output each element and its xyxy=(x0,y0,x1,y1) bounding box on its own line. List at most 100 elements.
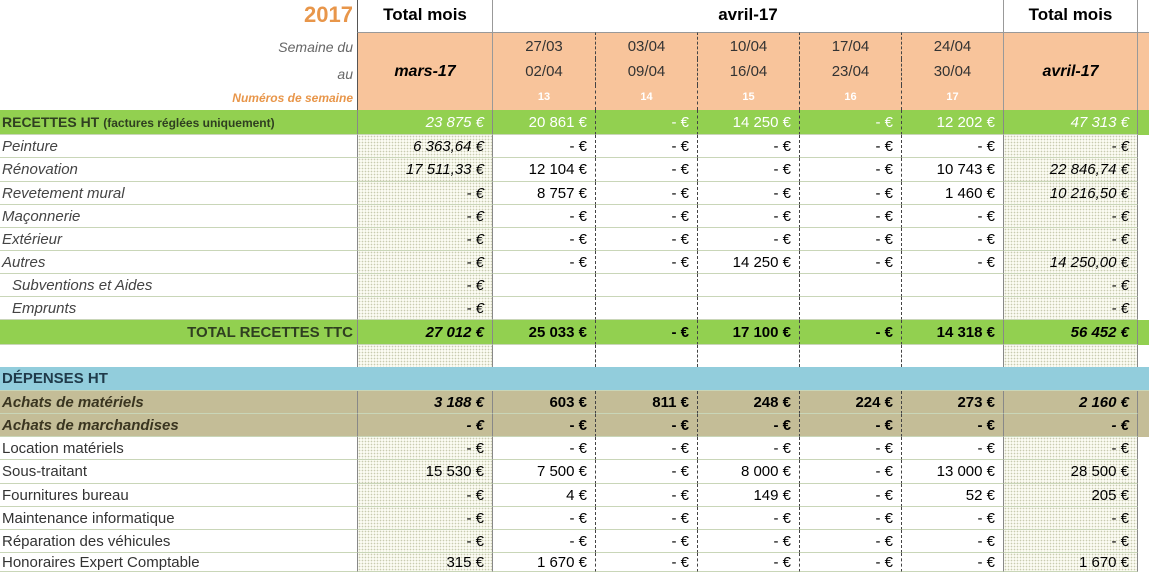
cell: - € xyxy=(493,228,596,251)
label-text: Honoraires Expert Comptable xyxy=(2,554,200,571)
week-from: 27/03 xyxy=(493,32,596,59)
filler xyxy=(1138,32,1149,110)
cell: - € xyxy=(596,158,698,182)
cell: - € xyxy=(1003,297,1138,320)
cell: - € xyxy=(493,530,596,553)
cell xyxy=(902,297,1003,320)
cell xyxy=(1003,345,1138,367)
cell: 20 861 € xyxy=(493,110,596,135)
cell: - € xyxy=(902,553,1003,572)
row-label: Honoraires Expert Comptable xyxy=(0,553,357,572)
cell: 273 € xyxy=(902,391,1003,414)
cell xyxy=(800,274,902,297)
cell: 13 000 € xyxy=(902,460,1003,484)
cell xyxy=(596,274,698,297)
cell: 315 € xyxy=(357,553,493,572)
cell: - € xyxy=(698,530,800,553)
cell: - € xyxy=(800,110,902,135)
cell xyxy=(493,345,596,367)
row-label: Autres xyxy=(0,251,357,274)
cell: 224 € xyxy=(800,391,902,414)
cell: - € xyxy=(357,437,493,460)
total-header: Total mois xyxy=(357,0,493,32)
row-band xyxy=(0,110,1149,135)
cell: - € xyxy=(1003,414,1138,437)
cell: 1 670 € xyxy=(1003,553,1138,572)
week-from: 03/04 xyxy=(596,32,698,59)
label-text: Fournitures bureau xyxy=(2,487,129,504)
cell: - € xyxy=(800,320,902,345)
row-label: Rénovation xyxy=(0,158,357,182)
cell: 17 511,33 € xyxy=(357,158,493,182)
cell: 10 743 € xyxy=(902,158,1003,182)
cell: - € xyxy=(493,251,596,274)
cell: 8 757 € xyxy=(493,182,596,205)
week-to: 23/04 xyxy=(800,59,902,85)
cell: 25 033 € xyxy=(493,320,596,345)
cell: - € xyxy=(357,530,493,553)
cell: - € xyxy=(596,507,698,530)
week-number: 17 xyxy=(902,85,1003,110)
row-label xyxy=(0,345,357,367)
row-band xyxy=(0,414,1149,437)
row-label: Réparation des véhicules xyxy=(0,530,357,553)
cell: - € xyxy=(357,507,493,530)
cell: 811 € xyxy=(596,391,698,414)
total-month: mars-17 xyxy=(357,32,493,110)
cell: - € xyxy=(493,437,596,460)
cell: - € xyxy=(800,437,902,460)
label-text: Revetement mural xyxy=(2,185,125,202)
row-label: TOTAL RECETTES TTC xyxy=(0,320,357,345)
cell: - € xyxy=(357,205,493,228)
cell: - € xyxy=(698,158,800,182)
cell xyxy=(357,345,493,367)
cell: 6 363,64 € xyxy=(357,135,493,158)
week-number-label: Numéros de semaine xyxy=(232,91,353,105)
cell: - € xyxy=(800,228,902,251)
label-text: Maintenance informatique xyxy=(2,510,175,527)
label-text: RECETTES HT xyxy=(2,114,100,130)
row-label: RECETTES HT (factures réglées uniquement) xyxy=(0,110,357,135)
cell: - € xyxy=(357,414,493,437)
row-band xyxy=(0,320,1149,345)
cell: 23 875 € xyxy=(357,110,493,135)
week-to-label: au xyxy=(337,66,353,82)
cell: 12 202 € xyxy=(902,110,1003,135)
label-text: Sous-traitant xyxy=(2,463,88,480)
cell xyxy=(493,274,596,297)
cell: - € xyxy=(1003,274,1138,297)
cell: - € xyxy=(698,414,800,437)
cell: 52 € xyxy=(902,484,1003,507)
cell: - € xyxy=(698,437,800,460)
cell: - € xyxy=(1003,135,1138,158)
cell: - € xyxy=(902,251,1003,274)
cell: 47 313 € xyxy=(1003,110,1138,135)
cell: 1 460 € xyxy=(902,182,1003,205)
cell: 14 250,00 € xyxy=(1003,251,1138,274)
cell: 248 € xyxy=(698,391,800,414)
cell: 4 € xyxy=(493,484,596,507)
cell: - € xyxy=(596,110,698,135)
row-label: Extérieur xyxy=(0,228,357,251)
cell: - € xyxy=(596,320,698,345)
cell xyxy=(698,297,800,320)
cell: - € xyxy=(493,205,596,228)
cell xyxy=(902,345,1003,367)
cell: 27 012 € xyxy=(357,320,493,345)
cell: - € xyxy=(902,507,1003,530)
cell: - € xyxy=(357,297,493,320)
cell: - € xyxy=(698,135,800,158)
week-number: 16 xyxy=(800,85,902,110)
cell: - € xyxy=(1003,507,1138,530)
cell: - € xyxy=(1003,530,1138,553)
cell: - € xyxy=(357,251,493,274)
cell: 17 100 € xyxy=(698,320,800,345)
label-text: Subventions et Aides xyxy=(12,277,153,294)
row-label: Fournitures bureau xyxy=(0,484,357,507)
cell: - € xyxy=(902,414,1003,437)
total-month: avril-17 xyxy=(1003,32,1138,110)
cell: - € xyxy=(800,414,902,437)
label-text: Autres xyxy=(2,254,46,271)
cell: - € xyxy=(698,553,800,572)
cell: 14 250 € xyxy=(698,251,800,274)
